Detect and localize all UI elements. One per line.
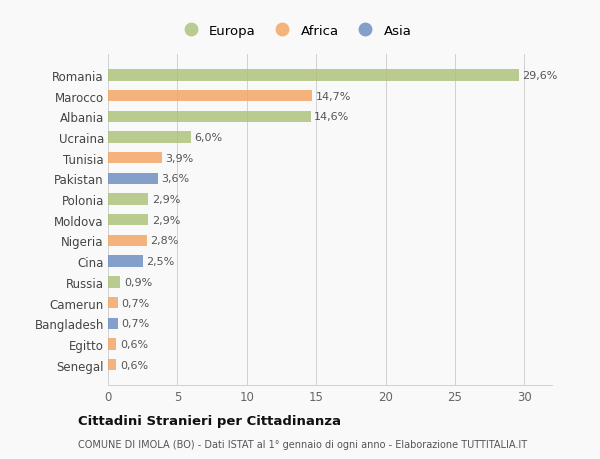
Text: 0,7%: 0,7% bbox=[121, 298, 149, 308]
Text: 2,9%: 2,9% bbox=[152, 195, 180, 205]
Text: 0,7%: 0,7% bbox=[121, 319, 149, 329]
Text: 14,6%: 14,6% bbox=[314, 112, 349, 122]
Bar bbox=[108, 277, 121, 288]
Text: 3,6%: 3,6% bbox=[161, 174, 190, 184]
Text: 2,8%: 2,8% bbox=[151, 236, 179, 246]
Bar bbox=[108, 339, 116, 350]
Bar bbox=[108, 70, 519, 81]
Bar bbox=[108, 153, 162, 164]
Bar bbox=[108, 235, 147, 246]
Text: 2,9%: 2,9% bbox=[152, 215, 180, 225]
Bar bbox=[108, 297, 118, 308]
Bar bbox=[108, 215, 148, 226]
Text: Cittadini Stranieri per Cittadinanza: Cittadini Stranieri per Cittadinanza bbox=[78, 414, 341, 428]
Bar bbox=[108, 359, 116, 370]
Bar bbox=[108, 132, 191, 143]
Text: 0,6%: 0,6% bbox=[120, 339, 148, 349]
Text: COMUNE DI IMOLA (BO) - Dati ISTAT al 1° gennaio di ogni anno - Elaborazione TUTT: COMUNE DI IMOLA (BO) - Dati ISTAT al 1° … bbox=[78, 440, 527, 449]
Text: 14,7%: 14,7% bbox=[316, 91, 351, 101]
Bar bbox=[108, 194, 148, 205]
Text: 29,6%: 29,6% bbox=[522, 71, 557, 81]
Text: 3,9%: 3,9% bbox=[166, 153, 194, 163]
Text: 0,6%: 0,6% bbox=[120, 360, 148, 370]
Legend: Europa, Africa, Asia: Europa, Africa, Asia bbox=[175, 22, 414, 40]
Bar bbox=[108, 256, 143, 267]
Bar bbox=[108, 112, 311, 123]
Text: 2,5%: 2,5% bbox=[146, 257, 175, 267]
Text: 6,0%: 6,0% bbox=[195, 133, 223, 143]
Text: 0,9%: 0,9% bbox=[124, 277, 152, 287]
Bar bbox=[108, 91, 312, 102]
Bar bbox=[108, 318, 118, 329]
Bar bbox=[108, 174, 158, 185]
